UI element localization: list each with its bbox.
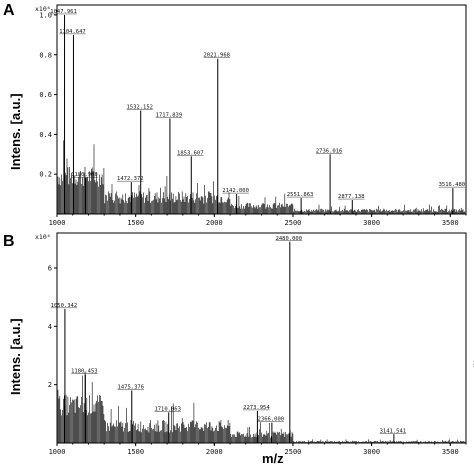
panel-a-letter: A (3, 2, 15, 19)
peak-label-a-2: 1180.908 (71, 172, 98, 178)
panel-b-y-axis-label: Intens. [a.u.] (8, 318, 23, 395)
peak-label-a-9: 2551.863 (287, 192, 314, 198)
y-tick-label-b-0: 2 (48, 381, 52, 389)
y-tick-label-a-2: 0.6 (39, 91, 52, 99)
peak-label-a-12: 3516.480 (439, 182, 466, 188)
y-tick-label-b-1: 4 (48, 323, 52, 331)
peak-label-a-5: 1717.839 (156, 112, 183, 118)
x-tick-label-a-0: 1000 (49, 219, 66, 227)
baseline-noise-a (57, 140, 466, 214)
panel-b: x10⁴ 1000 1500 2000 2500 3000 3500 2 4 6 1050.342 1… (35, 232, 474, 456)
x-tick-label-b-0: 1000 (49, 448, 66, 456)
peak-label-a-1: 1104.647 (59, 29, 86, 35)
x-tick-label-a-2: 2000 (206, 219, 223, 227)
y-exponent-label-b: x10⁴ (35, 233, 51, 241)
x-tick-label-a-4: 3000 (363, 219, 380, 227)
x-tick-label-a-3: 2500 (285, 219, 302, 227)
peak-label-a-4: 1532.152 (126, 104, 153, 110)
peak-label-a-7: 2021.968 (204, 53, 231, 59)
y-tick-label-a-0: 0.2 (39, 171, 52, 179)
x-axis-label: m/z (262, 451, 284, 466)
peak-label-a-3: 1472.372 (117, 176, 144, 182)
peak-label-b-6: 2480.000 (276, 236, 303, 242)
peak-label-b-0: 1050.342 (51, 303, 78, 309)
peak-label-a-11: 2877.138 (338, 194, 365, 200)
y-tick-label-a-3: 0.8 (39, 51, 52, 59)
peak-label-b-8: 3735.038 (473, 361, 474, 367)
y-tick-label-b-2: 6 (48, 265, 52, 273)
peak-label-a-8: 2142.000 (222, 188, 249, 194)
peak-label-b-7: 3141.541 (380, 428, 407, 434)
x-tick-label-b-4: 3000 (363, 448, 380, 456)
peak-label-b-5: 2366.000 (258, 417, 285, 423)
plot-frame-a (56, 4, 467, 215)
x-tick-label-b-5: 3500 (442, 448, 459, 456)
y-tick-label-a-4: 1.0 (39, 11, 52, 19)
peak-label-a-0: 1047.961 (50, 9, 77, 15)
x-tick-label-b-1: 1500 (127, 448, 144, 456)
x-tick-label-b-2: 2000 (206, 448, 223, 456)
panel-b-letter: B (3, 233, 15, 250)
y-tick-label-a-1: 0.4 (39, 131, 52, 139)
x-tick-label-b-3: 2500 (285, 448, 302, 456)
peak-label-a-6: 1853.607 (177, 150, 204, 156)
peak-label-a-10: 2736.016 (316, 148, 343, 154)
x-tick-label-a-5: 3500 (442, 219, 459, 227)
peak-label-b-2: 1475.376 (118, 385, 145, 391)
peak-label-b-1: 1180.453 (71, 368, 98, 374)
panel-a-y-axis-label: Intens. [a.u.] (8, 93, 23, 170)
x-tick-label-a-1: 1500 (127, 219, 144, 227)
peak-label-b-4: 2273.954 (243, 405, 270, 411)
panel-a: x10⁴ 1000 1500 2000 2500 3000 3500 0.2 0.4 0.6 0.8… (35, 4, 467, 227)
peak-label-b-3: 1710.063 (154, 406, 181, 412)
y-exponent-label-a: x10⁴ (35, 5, 51, 13)
